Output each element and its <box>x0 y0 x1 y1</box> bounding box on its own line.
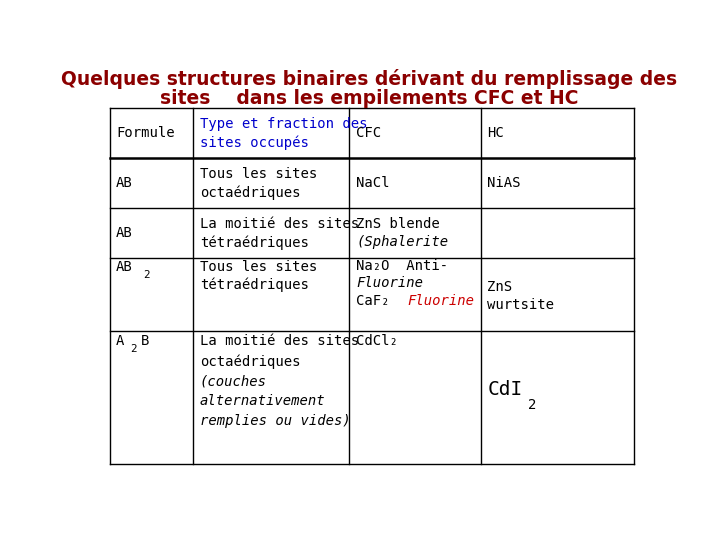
Text: 2: 2 <box>143 270 150 280</box>
Text: CdI: CdI <box>487 380 523 399</box>
Text: octaédriques: octaédriques <box>200 185 300 200</box>
Text: Fluorine: Fluorine <box>356 276 423 290</box>
Text: AB: AB <box>116 260 133 274</box>
Text: Formule: Formule <box>116 126 175 140</box>
Text: Tous les sites: Tous les sites <box>200 167 318 181</box>
Text: Type et fraction des: Type et fraction des <box>200 117 367 131</box>
Text: La moitié des sites: La moitié des sites <box>200 334 359 348</box>
Text: Fluorine: Fluorine <box>408 294 474 308</box>
Text: (Sphalerite: (Sphalerite <box>356 235 449 249</box>
Text: wurtsite: wurtsite <box>487 298 554 312</box>
Text: CaF₂: CaF₂ <box>356 294 406 308</box>
Text: AB: AB <box>116 176 133 190</box>
Text: NaCl: NaCl <box>356 176 390 190</box>
Text: CFC: CFC <box>356 126 382 140</box>
Text: Tous les sites: Tous les sites <box>200 260 318 274</box>
Text: Quelques structures binaires dérivant du remplissage des: Quelques structures binaires dérivant du… <box>61 69 677 89</box>
Text: ZnS blende: ZnS blende <box>356 217 440 231</box>
Text: 2: 2 <box>130 344 137 354</box>
Text: NiAS: NiAS <box>487 176 521 190</box>
Text: La moitié des sites: La moitié des sites <box>200 217 359 231</box>
Text: 2: 2 <box>528 398 536 412</box>
Text: CdCl₂: CdCl₂ <box>356 334 398 348</box>
Text: Na₂O  Anti-: Na₂O Anti- <box>356 259 449 273</box>
Text: tétraédriques: tétraédriques <box>200 235 309 249</box>
Text: sites occupés: sites occupés <box>200 136 309 150</box>
Text: ZnS: ZnS <box>487 280 513 294</box>
Text: (couches: (couches <box>200 374 267 388</box>
Text: HC: HC <box>487 126 504 140</box>
Text: AB: AB <box>116 226 133 240</box>
Text: remplies ou vides): remplies ou vides) <box>200 414 351 428</box>
Text: sites    dans les empilements CFC et HC: sites dans les empilements CFC et HC <box>160 90 578 109</box>
Text: octaédriques: octaédriques <box>200 354 300 368</box>
Text: alternativement: alternativement <box>200 394 325 408</box>
Text: B: B <box>141 334 149 348</box>
Text: A: A <box>116 334 125 348</box>
Text: tétraédriques: tétraédriques <box>200 278 309 292</box>
